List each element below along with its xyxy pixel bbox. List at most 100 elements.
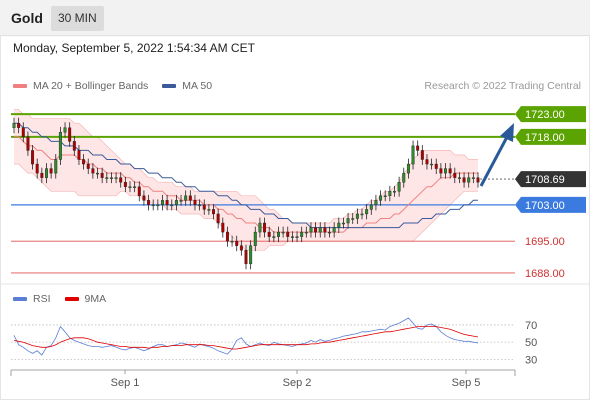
candle-body: [202, 204, 206, 210]
price-legend: MA 20 + Bollinger Bands MA 50: [13, 80, 226, 92]
price-labels-layer: 1723.00 1718.00 1708.69 1703.00 1695.00 1688.…: [515, 106, 586, 280]
candle-body: [105, 177, 109, 179]
candle-body: [128, 186, 132, 188]
rsi-tick-70: 70: [525, 320, 537, 332]
candle: [54, 154, 58, 179]
candle: [147, 194, 151, 211]
candle: [272, 231, 276, 243]
legend-label-ma20: MA 20 + Bollinger Bands: [33, 80, 149, 92]
candle-body: [281, 231, 285, 234]
candle: [411, 140, 415, 170]
bollinger-upper-line: [14, 109, 478, 224]
candle: [314, 222, 318, 238]
candle-body: [156, 204, 160, 207]
candle-body: [35, 163, 39, 174]
legend-label-9ma: 9MA: [84, 293, 107, 305]
legend-item-ma20: MA 20 + Bollinger Bands: [13, 80, 148, 92]
candle: [304, 226, 308, 238]
candle: [253, 226, 257, 252]
candle: [35, 158, 39, 179]
candle: [179, 194, 183, 206]
candle-body: [263, 222, 267, 233]
candle: [225, 226, 229, 247]
candle: [263, 217, 267, 238]
candle-body: [54, 159, 58, 174]
level-label-1695.00: 1695.00: [525, 236, 565, 248]
candle: [68, 122, 72, 147]
candle-body: [96, 172, 99, 175]
candle: [142, 190, 146, 206]
time-axis-layer: Sep 1 Sep 2 Sep 5: [1, 283, 589, 389]
candle-body: [365, 209, 369, 215]
candle: [239, 240, 243, 256]
candle: [161, 194, 164, 211]
ma50-line: [14, 122, 478, 229]
candle: [151, 199, 155, 211]
timeframe-button[interactable]: 30 MIN: [51, 6, 104, 31]
candle-body: [388, 191, 392, 197]
candle: [420, 144, 424, 165]
candle: [77, 144, 81, 165]
candle-body: [406, 163, 410, 174]
datetime-label: Monday, September 5, 2022 1:54:34 AM CET: [13, 41, 255, 55]
candle-body: [457, 177, 461, 179]
candle: [258, 217, 262, 238]
candle: [406, 158, 410, 179]
rsi-tick-30: 30: [525, 354, 537, 366]
candle: [96, 167, 99, 179]
candle-body: [86, 163, 90, 169]
candle: [332, 222, 336, 238]
legend-item-9ma: 9MA: [64, 293, 107, 305]
candle: [221, 217, 225, 238]
candle-body: [346, 218, 350, 224]
candle: [82, 154, 86, 170]
candle-body: [425, 159, 429, 165]
candle-body: [147, 200, 151, 206]
candle: [295, 231, 299, 243]
candles-layer: [12, 117, 480, 270]
candle-body: [77, 150, 81, 160]
candle: [471, 172, 475, 184]
candle: [31, 144, 35, 170]
candle-body: [448, 168, 452, 174]
candle: [281, 226, 285, 238]
time-tick-label: Sep 1: [111, 377, 140, 389]
legend-swatch-9ma: [64, 297, 79, 301]
level-label-1703.00: 1703.00: [525, 200, 565, 212]
candle-body: [290, 236, 294, 238]
candle: [323, 222, 327, 238]
legend-item-ma50: MA 50: [162, 80, 212, 92]
candle-body: [179, 200, 183, 202]
rsi-line: [13, 317, 479, 356]
rsi-layer: 70 50 30: [11, 317, 537, 366]
legend-label-ma50: MA 50: [182, 80, 213, 92]
candle: [467, 172, 471, 188]
time-tick-label: Sep 5: [452, 377, 481, 389]
legend-swatch-ma20: [13, 84, 27, 88]
candle: [105, 172, 109, 184]
candle-body: [304, 231, 308, 234]
candle: [365, 203, 369, 220]
candle: [40, 167, 44, 184]
candle-body: [341, 222, 345, 225]
candle: [351, 213, 355, 224]
candle-body: [253, 231, 257, 246]
ma20-line: [14, 136, 478, 233]
candle: [244, 244, 248, 270]
candle-body: [328, 231, 331, 234]
candle-body: [360, 213, 364, 216]
candle-body: [420, 150, 424, 160]
candle-body: [207, 209, 211, 211]
candle: [374, 194, 378, 211]
candle-body: [21, 127, 25, 138]
candle: [402, 167, 406, 188]
candle-body: [393, 191, 396, 193]
candle-body: [119, 177, 123, 183]
candle: [202, 199, 206, 215]
level-label-1723.00: 1723.00: [525, 109, 565, 121]
candle-body: [471, 177, 475, 179]
candle: [286, 226, 290, 243]
candle: [267, 226, 271, 243]
legend-label-rsi: RSI: [33, 293, 51, 305]
candle-body: [277, 231, 280, 237]
